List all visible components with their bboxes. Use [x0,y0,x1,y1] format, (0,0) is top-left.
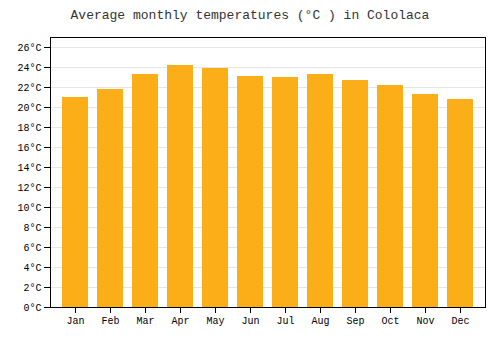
svg-text:8°C: 8°C [23,223,41,234]
svg-text:Apr: Apr [171,316,189,327]
svg-text:Jan: Jan [66,316,84,327]
svg-text:10°C: 10°C [17,203,41,214]
svg-text:6°C: 6°C [23,243,41,254]
svg-text:16°C: 16°C [17,143,41,154]
svg-text:Mar: Mar [136,316,154,327]
svg-text:Aug: Aug [311,316,329,327]
html-text:Average monthly temperatures (: Average monthly temperatures (°C ) in Co… [70,8,430,23]
svg-text:18°C: 18°C [17,123,41,134]
svg-text:Sep: Sep [346,316,364,327]
svg-text:Nov: Nov [416,316,434,327]
svg-text:Feb: Feb [101,316,119,327]
svg-text:20°C: 20°C [17,103,41,114]
svg-text:May: May [206,316,224,327]
svg-text:22°C: 22°C [17,83,41,94]
svg-text:14°C: 14°C [17,163,41,174]
svg-text:12°C: 12°C [17,183,41,194]
svg-text:24°C: 24°C [17,63,41,74]
svg-text:4°C: 4°C [23,263,41,274]
svg-text:26°C: 26°C [17,43,41,54]
svg-text:Dec: Dec [451,316,469,327]
svg-text:Jul: Jul [276,316,294,327]
svg-text:2°C: 2°C [23,283,41,294]
svg-text:Oct: Oct [381,316,399,327]
svg-text:0°C: 0°C [23,303,41,314]
svg-text:Jun: Jun [241,316,259,327]
